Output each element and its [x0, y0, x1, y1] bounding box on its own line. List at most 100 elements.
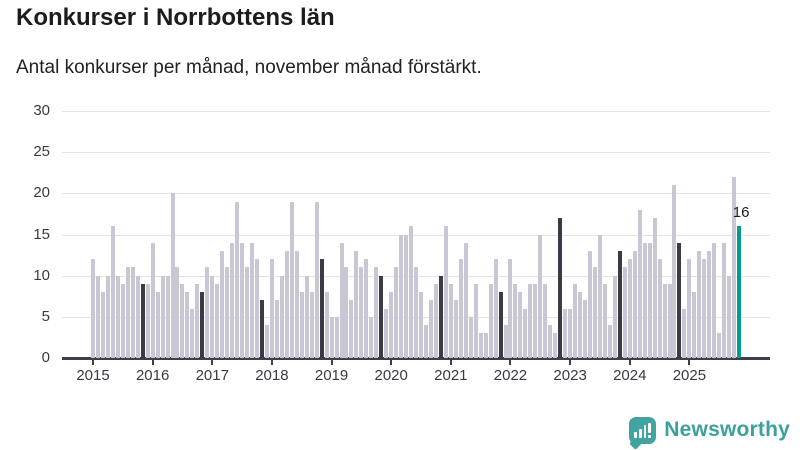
x-axis-tick [509, 359, 512, 365]
bar [468, 316, 473, 358]
bar [563, 308, 568, 358]
bar-november [140, 283, 145, 358]
x-axis-tick [151, 359, 154, 365]
bar-november [379, 275, 384, 358]
bar [404, 234, 409, 358]
bar-november [259, 300, 264, 358]
bar [269, 259, 274, 358]
bar [145, 283, 150, 358]
bar [314, 201, 319, 358]
bar [255, 259, 259, 358]
bar [389, 292, 394, 358]
bar [473, 283, 478, 358]
bar [428, 300, 433, 358]
bar [284, 251, 289, 358]
bar [568, 308, 573, 358]
bar [91, 259, 95, 358]
newsworthy-logo: Newsworthy [629, 414, 790, 446]
bar [732, 176, 737, 358]
y-axis-tick-label: 10 [33, 266, 50, 284]
bar [727, 275, 732, 358]
bar [324, 292, 329, 358]
bar [359, 267, 364, 358]
x-axis-year-label: 2025 [672, 367, 707, 384]
bar [235, 201, 240, 358]
bar [240, 242, 245, 358]
bar [384, 308, 389, 358]
y-axis-tick-label: 15 [33, 225, 50, 243]
bar [602, 283, 607, 358]
x-axis-year-label: 2023 [553, 367, 587, 384]
x-axis-year-label: 2015 [76, 367, 110, 384]
x-axis-tick [92, 359, 94, 365]
x-axis-tick [449, 359, 452, 365]
bar [523, 308, 528, 358]
bar [105, 275, 110, 358]
bar [642, 242, 647, 358]
bar [573, 283, 578, 358]
exclamation-glyph [648, 422, 652, 438]
bar [135, 275, 140, 358]
bar [309, 292, 314, 358]
bar [722, 242, 727, 358]
bar [513, 283, 518, 358]
bar [120, 283, 125, 358]
bar [578, 292, 583, 358]
x-axis-line [62, 357, 770, 360]
x-axis-tick [330, 359, 333, 365]
bar [652, 218, 657, 358]
bar [548, 325, 553, 358]
bar [225, 267, 230, 358]
bar [220, 251, 225, 358]
bar [538, 234, 543, 358]
bar [632, 251, 637, 358]
bar [433, 283, 438, 358]
bar [682, 308, 687, 358]
bar [155, 292, 160, 358]
x-axis-tick [688, 359, 691, 365]
x-axis-year-label: 2020 [374, 367, 408, 384]
bar [230, 242, 235, 358]
bar-november [319, 259, 324, 358]
x-axis-tick [569, 359, 572, 365]
gridline [62, 111, 770, 113]
bar [329, 316, 334, 358]
bar [279, 275, 284, 358]
bar [299, 292, 304, 358]
bar [657, 259, 662, 358]
bar [423, 325, 428, 358]
x-axis-year-label: 2017 [195, 367, 229, 384]
bar [304, 275, 309, 358]
bar [250, 242, 255, 358]
x-axis-year-label: 2021 [434, 367, 468, 384]
bar [180, 283, 185, 358]
bar [543, 283, 548, 358]
bar [528, 283, 533, 358]
bar [334, 316, 339, 358]
x-axis-tick [628, 359, 631, 365]
bar [95, 275, 100, 358]
bar [190, 308, 195, 358]
bar [478, 333, 483, 358]
bar [409, 226, 414, 358]
bar [150, 242, 155, 358]
x-axis-year-label: 2019 [314, 367, 349, 384]
bar [702, 259, 707, 358]
bar [130, 267, 135, 358]
newsworthy-logo-text: Newsworthy [664, 418, 790, 441]
bar [612, 275, 617, 358]
bar [712, 242, 717, 358]
gridline [62, 234, 770, 236]
bar [533, 283, 538, 358]
x-axis-tick [390, 359, 393, 365]
newsworthy-logo-icon [629, 416, 657, 444]
bar [458, 259, 463, 358]
bar [100, 292, 105, 358]
bar [264, 325, 269, 358]
bar [448, 283, 453, 358]
bar-november [498, 292, 503, 358]
y-axis-tick-label: 20 [33, 184, 50, 202]
y-axis-tick-label: 30 [33, 102, 50, 120]
